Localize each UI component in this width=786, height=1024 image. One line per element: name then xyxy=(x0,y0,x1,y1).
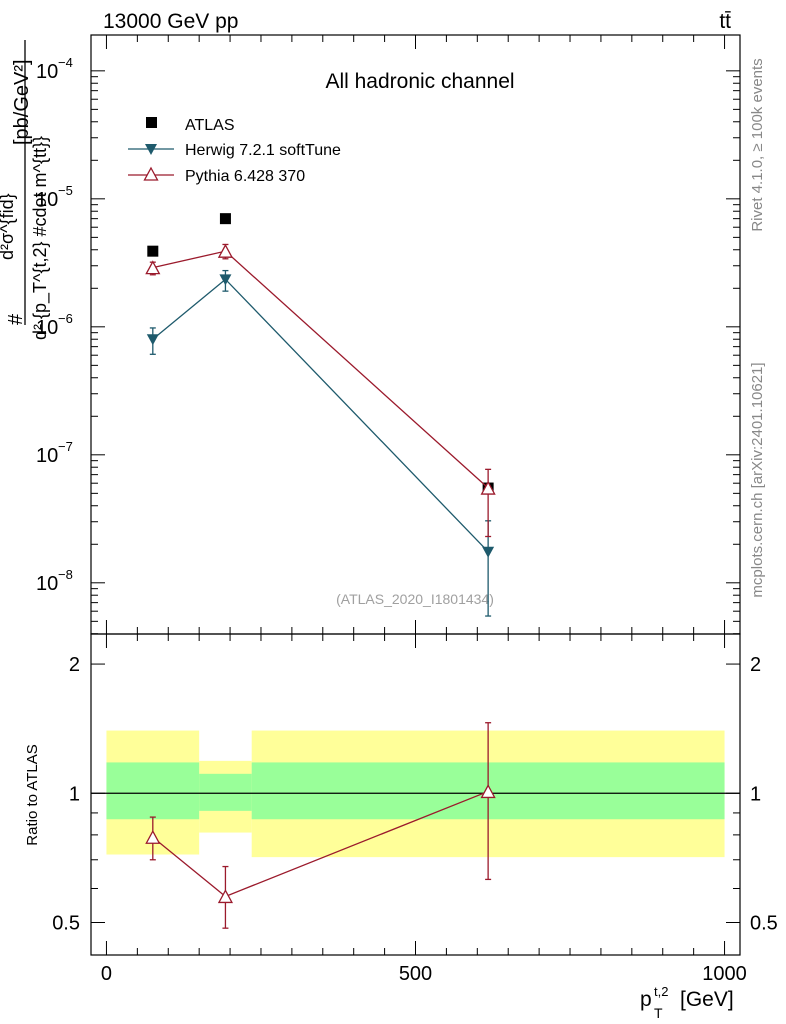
ratio-inner-band xyxy=(199,773,252,811)
y-tick-label-base: 10 xyxy=(36,189,58,211)
y-label-numerator: d²σ^{fid} xyxy=(0,193,17,260)
ratio-pythia-point xyxy=(480,784,496,799)
legend-label-pythia: Pythia 6.428 370 xyxy=(185,168,305,185)
series-line xyxy=(152,250,489,489)
main-x-ticks xyxy=(105,35,726,634)
y-label-units: [pb/GeV²] xyxy=(11,59,33,145)
x-label-units: [GeV] xyxy=(680,988,734,1011)
ratio-inner-band xyxy=(106,762,200,820)
pythia-point xyxy=(145,260,161,275)
ratio-y-tick-label-right: 2 xyxy=(750,654,761,676)
ratio-y-tick-label-right: 1 xyxy=(750,783,761,805)
y-tick-label-base: 10 xyxy=(36,573,58,595)
y-tick-label-exponent: −5 xyxy=(58,183,73,198)
ratio-uncertainty-bands xyxy=(91,730,740,858)
legend: ATLAS Herwig 7.2.1 softTune Pythia 6.428… xyxy=(128,117,341,185)
y-label-hash: # xyxy=(5,313,27,325)
legend-marker-pythia xyxy=(143,166,159,181)
ratio-y-tick-label-left: 2 xyxy=(69,654,80,676)
herwig-point xyxy=(219,274,232,286)
ratio-y-tick-label-left: 1 xyxy=(69,783,80,805)
atlas-point xyxy=(147,245,159,257)
legend-label-herwig: Herwig 7.2.1 softTune xyxy=(185,142,341,159)
y-tick-label-base: 10 xyxy=(36,445,58,467)
y-tick-label-base: 10 xyxy=(36,317,58,339)
main-y-axis: 10−410−510−610−710−8 xyxy=(36,55,740,635)
y-tick-label-exponent: −4 xyxy=(58,55,73,70)
y-tick-label-exponent: −8 xyxy=(58,567,73,582)
series-line xyxy=(152,278,489,553)
main-data xyxy=(145,213,496,617)
x-tick-label: 1000 xyxy=(702,963,747,985)
ratio-pythia-point xyxy=(145,829,161,844)
y-tick-label-exponent: −7 xyxy=(58,439,73,454)
ratio-pythia-point xyxy=(217,889,234,904)
herwig-point xyxy=(482,546,495,558)
energy-label: 13000 GeV pp xyxy=(103,10,238,33)
mcplots-label: mcplots.cern.ch [arXiv:2401.10621] xyxy=(749,362,766,597)
legend-marker-herwig xyxy=(145,144,157,155)
ratio-x-axis: 0 500 1000 xyxy=(101,634,747,985)
pythia-point xyxy=(480,480,496,495)
y-tick-label-exponent: −6 xyxy=(58,311,73,326)
rivet-version-label: Rivet 4.1.0, ≥ 100k events xyxy=(749,58,766,231)
ratio-y-label: Ratio to ATLAS xyxy=(24,744,41,845)
x-tick-label: 0 xyxy=(101,963,112,985)
x-label-sup: t,2 xyxy=(654,984,668,999)
ratio-y-tick-label-left: 0.5 xyxy=(52,912,80,934)
legend-label-atlas: ATLAS xyxy=(185,117,235,134)
x-tick-label: 500 xyxy=(399,963,432,985)
x-label-p: p xyxy=(640,988,652,1011)
main-y-label: # d²σ^{fid} d² {p_T^{t,2} #cdot m^{tt}} … xyxy=(0,40,51,340)
y-label-denominator: d² {p_T^{t,2} #cdot m^{tt}} xyxy=(30,136,51,340)
ratio-data xyxy=(145,722,496,929)
pythia-point xyxy=(217,243,234,258)
x-label-sub: T xyxy=(654,1005,663,1021)
ratio-y-axis: 2 2 1 1 0.5 0.5 xyxy=(52,654,778,934)
herwig-point xyxy=(146,334,159,346)
legend-marker-atlas xyxy=(146,117,157,128)
chart-title: All hadronic channel xyxy=(325,70,514,93)
x-axis-label: p T t,2 [GeV] xyxy=(640,984,734,1021)
process-label: tt̄ xyxy=(719,10,731,33)
ratio-y-tick-label-right: 0.5 xyxy=(750,912,778,934)
analysis-id: (ATLAS_2020_I1801434) xyxy=(336,591,494,607)
atlas-point xyxy=(219,213,231,225)
y-tick-label-base: 10 xyxy=(36,61,58,83)
